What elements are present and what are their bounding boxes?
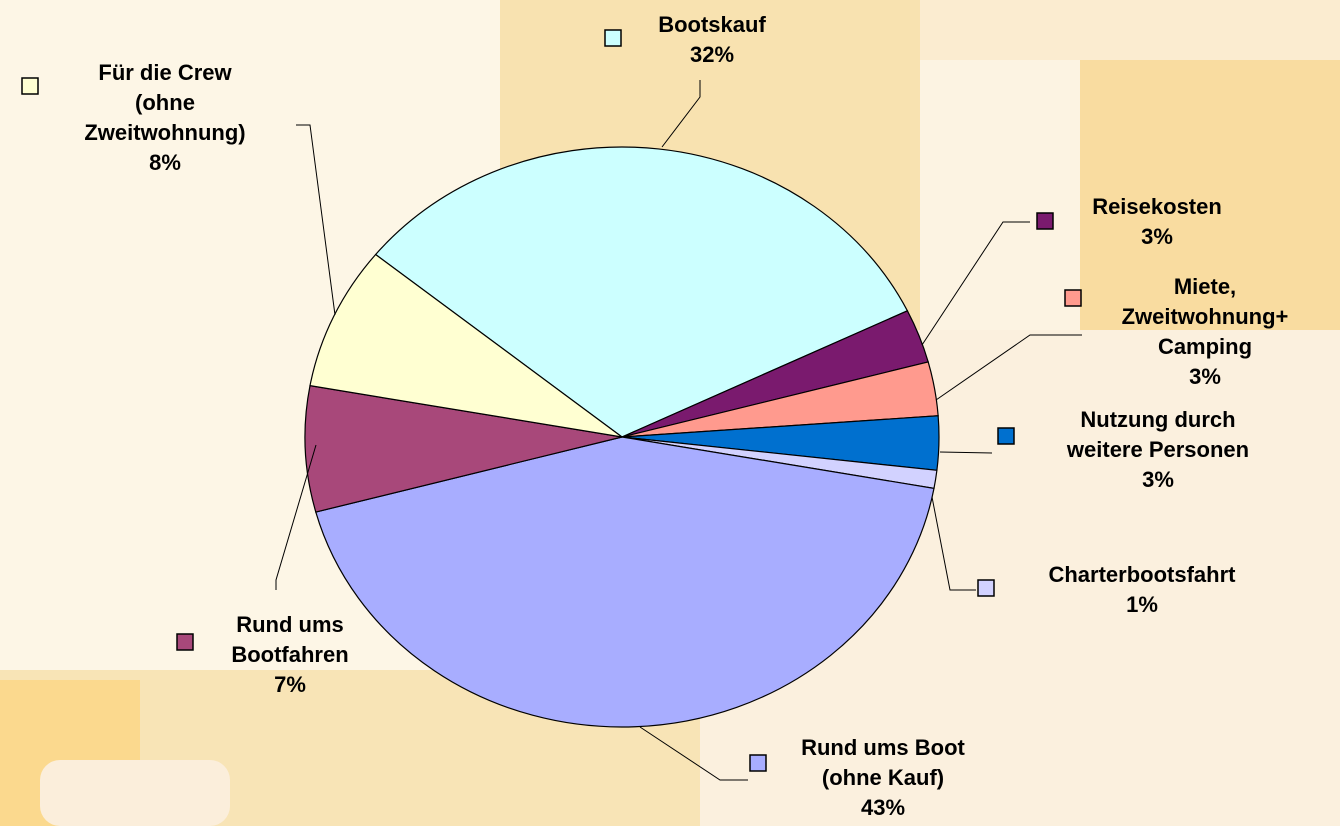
slice-label: Miete, Zweitwohnung+ Camping 3% [1118, 272, 1293, 392]
background-block [1080, 60, 1340, 330]
leader-line [296, 124, 336, 316]
value-label: 1% [1126, 592, 1158, 617]
legend-swatch [1036, 212, 1054, 230]
slice-label: Reisekosten 3% [1057, 192, 1257, 252]
pie-slice [315, 436, 935, 728]
category-label: Reisekosten [1092, 194, 1222, 219]
category-label: Für die Crew (ohne Zweitwohnung) [84, 60, 246, 145]
category-label: Miete, Zweitwohnung+ Camping [1121, 274, 1289, 359]
background-block [920, 0, 1340, 60]
value-label: 8% [149, 150, 181, 175]
leader-line [639, 726, 748, 781]
value-label: 3% [1141, 224, 1173, 249]
pie-slice [374, 146, 909, 438]
value-label: 7% [274, 672, 306, 697]
leader-line [939, 451, 993, 454]
slice-label: Rund ums Bootfahren 7% [210, 610, 370, 700]
pie-slice [304, 384, 623, 513]
category-label: Rund ums Boot (ohne Kauf) [801, 735, 965, 790]
leader-line [921, 221, 1030, 346]
value-label: 3% [1142, 467, 1174, 492]
value-label: 43% [860, 795, 906, 820]
category-label: Charterbootsfahrt [1048, 562, 1236, 587]
pie-slice [309, 253, 623, 438]
slice-label: Nutzung durch weitere Personen 3% [1053, 405, 1263, 495]
value-label: 32% [689, 42, 735, 67]
leader-line [661, 80, 701, 148]
slice-label: Für die Crew (ohne Zweitwohnung) 8% [70, 58, 260, 178]
legend-swatch [997, 427, 1015, 445]
legend-swatch [1064, 289, 1082, 307]
leader-line [931, 496, 976, 591]
background-block [40, 760, 230, 826]
legend-swatch [749, 754, 767, 772]
leader-line [275, 444, 317, 590]
category-label: Nutzung durch weitere Personen [1066, 407, 1250, 462]
legend-swatch [977, 579, 995, 597]
legend-swatch [176, 633, 194, 651]
leader-line [935, 334, 1082, 401]
value-label: 3% [1189, 364, 1221, 389]
slice-label: Charterbootsfahrt 1% [992, 560, 1292, 620]
slice-label: Rund ums Boot (ohne Kauf) 43% [773, 733, 993, 823]
slice-label: Bootskauf 32% [612, 10, 812, 70]
legend-swatch [21, 77, 39, 95]
category-label: Rund ums Bootfahren [231, 612, 349, 667]
legend-swatch [604, 29, 622, 47]
category-label: Bootskauf [658, 12, 766, 37]
